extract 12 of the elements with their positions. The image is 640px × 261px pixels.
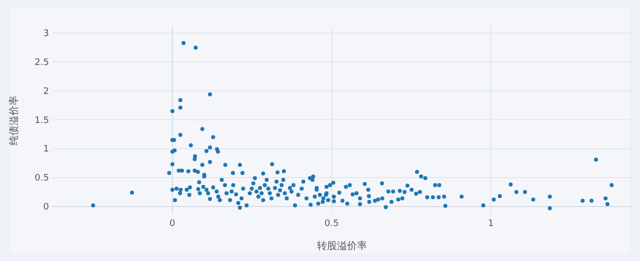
x-tick-label: 1 xyxy=(488,219,494,229)
y-tick-label: 3 xyxy=(43,29,49,40)
x-axis-title: 转股溢价率 xyxy=(317,240,367,252)
x-tick-label: 0 xyxy=(170,219,176,229)
y-tick-label: 2.5 xyxy=(34,58,49,68)
y-tick-label: 0 xyxy=(43,202,50,212)
y-tick-label: 0.5 xyxy=(34,174,49,184)
y-tick-label: 2 xyxy=(43,86,49,97)
y-tick-label: 1 xyxy=(43,144,49,155)
y-axis-title: 纯债溢价率 xyxy=(8,96,20,146)
x-tick-label: 0.5 xyxy=(324,219,339,229)
y-tick-label: 1.5 xyxy=(34,116,49,126)
